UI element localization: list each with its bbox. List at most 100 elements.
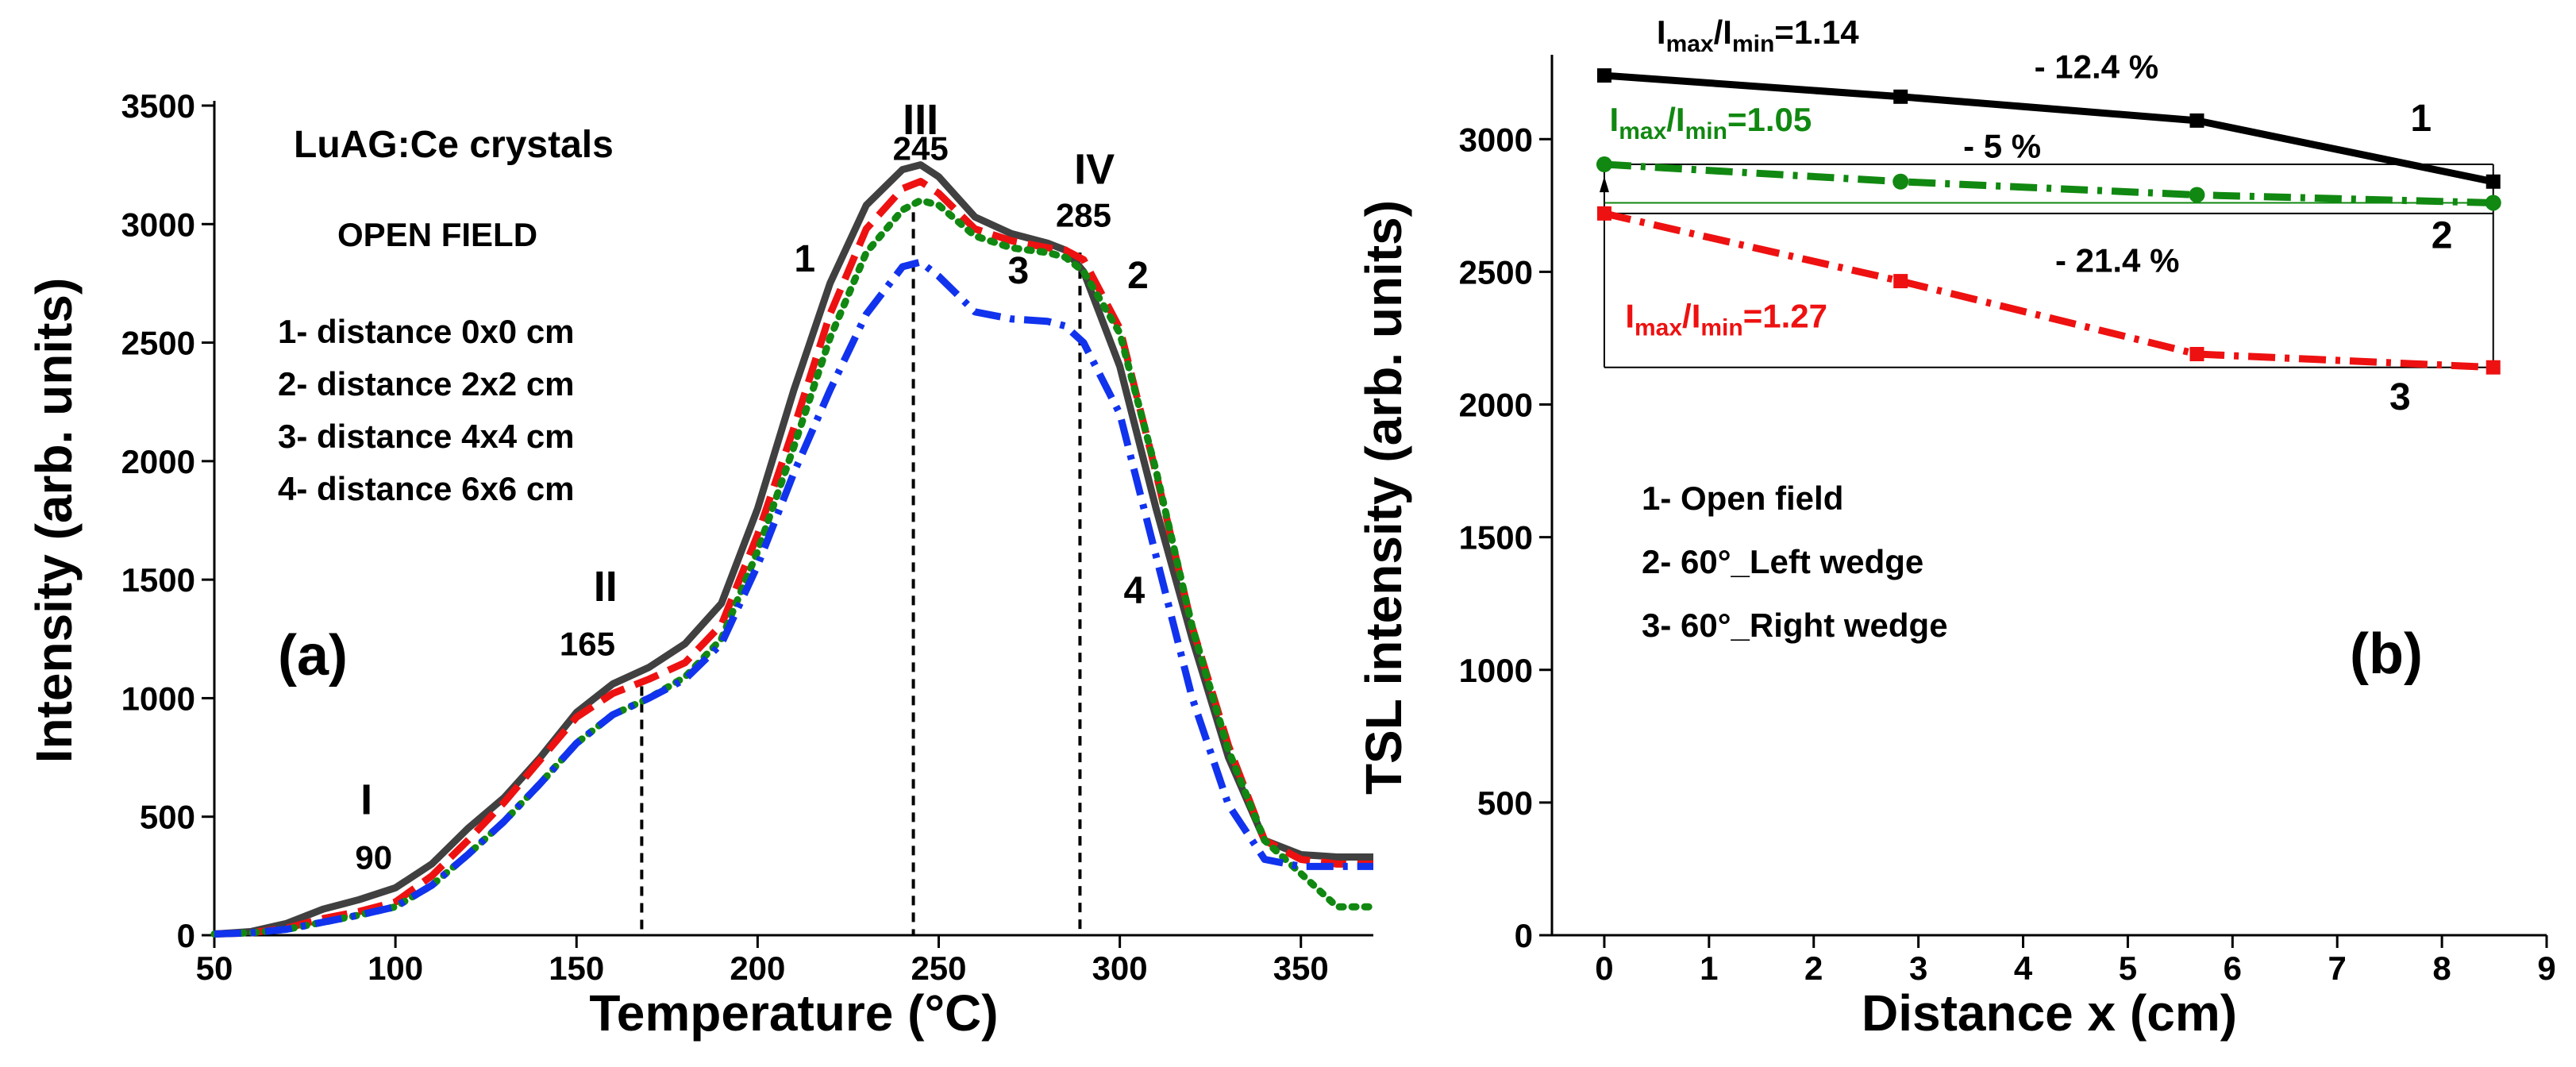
series-line-2 [1604,160,2493,206]
legend-entry-1: 1- distance 0x0 cm [278,313,575,350]
series-line-2 [214,178,1373,938]
x-tick-label: 2 [1804,950,1823,987]
curve-label-2: 2 [1127,255,1149,297]
y-tick-label: 3000 [121,206,195,243]
ratio-annotation-3: Imax/Imin=1.27 [1625,298,1827,341]
x-tick-label: 0 [1595,950,1613,987]
curve-label-3: 3 [1008,250,1030,292]
ratio-text: =1.27 [1743,298,1827,335]
y-axis-title: TSL intensity (arb. units) [1355,200,1412,795]
legend-entry-3: 3- 60°_Right wedge [1642,607,1948,644]
x-tick-label: 7 [2328,950,2347,987]
data-point-2 [1893,173,1909,190]
panel-a: 50 100 150 200 250 300 35005001000150020002500… [25,87,1377,1042]
x-tick-label: 250 [911,950,966,987]
y-tick-label: 0 [177,917,195,954]
x-tick-label: 50 [196,950,233,987]
annotation-subtitle: OPEN FIELD [337,216,537,253]
y-tick-label: 1500 [121,561,195,599]
ratio-text: I [1657,13,1666,51]
ratio-text: I [1625,298,1635,335]
y-tick-label: 1000 [121,680,195,717]
data-point-1 [2189,113,2204,128]
x-tick-label: 5 [2119,950,2137,987]
peak-label-roman: II [594,563,618,611]
percent-annotation-1: - 12.4 % [2035,48,2158,85]
x-tick-label: 9 [2537,950,2555,987]
panel-label-b: (b) [2350,622,2423,686]
y-tick-label: 2500 [1459,253,1533,291]
peak-label-temperature: 245 [893,130,949,168]
data-point-3 [1893,274,1908,289]
percent-annotation-2: - 5 % [1963,128,2041,165]
arrow-head [1599,176,1609,193]
y-tick-label: 3500 [121,87,195,125]
x-tick-label: 100 [368,950,423,987]
peak-label-temperature: 90 [355,838,392,876]
x-tick-label: 350 [1273,950,1329,987]
series-line-1 [214,161,1373,938]
ratio-subscript: min [1732,31,1774,57]
data-point-3 [2189,347,2204,362]
ratio-text: =1.05 [1727,101,1812,138]
legend-entry-1: 1- Open field [1642,480,1843,517]
legend-entry-4: 4- distance 6x6 cm [278,470,575,507]
curve-label-1: 1 [794,238,815,280]
curve-label-2: 2 [2432,214,2453,256]
y-tick-label: 2500 [121,325,195,362]
data-point-2 [2485,195,2501,211]
data-point-1 [2486,174,2501,189]
curve-label-3: 3 [2389,376,2411,418]
x-tick-label: 1 [1700,950,1718,987]
legend-entry-2: 2- 60°_Left wedge [1642,543,1923,580]
ratio-text: =1.14 [1774,13,1859,51]
x-axis-title: Distance x (cm) [1862,984,2237,1042]
y-axis-title: Intensity (arb. units) [25,278,83,764]
x-tick-label: 3 [1909,950,1927,987]
x-tick-label: 4 [2014,950,2033,987]
ratio-annotation-1: Imax/Imin=1.14 [1657,13,1859,57]
percent-annotation-3: - 21.4 % [2055,241,2179,279]
series-line-4 [214,258,1373,938]
y-tick-label: 1000 [1459,652,1533,689]
ratio-text: /I [1666,101,1685,138]
ratio-annotation-2: Imax/Imin=1.05 [1610,101,1812,144]
legend-entry-3: 3- distance 4x4 cm [278,418,575,455]
x-tick-label: 150 [549,950,604,987]
ratio-subscript: max [1635,315,1682,341]
data-point-2 [1596,156,1612,173]
y-tick-label: 500 [140,799,195,836]
ratio-subscript: max [1619,118,1666,144]
ratio-subscript: max [1666,31,1714,57]
x-tick-label: 6 [2224,950,2242,987]
curve-label-4: 4 [1124,570,1146,612]
peak-label-temperature: 165 [560,626,615,663]
data-point-2 [2189,187,2205,203]
y-tick-label: 3000 [1459,121,1533,158]
data-point-3 [1596,206,1611,221]
ratio-subscript: min [1685,118,1727,144]
data-point-1 [1596,68,1611,83]
y-tick-label: 500 [1477,784,1533,822]
ratio-text: /I [1682,298,1700,335]
panel-b: 0 1 2 3 4 5 6 7 8 9 0 500 1000 1500 2000 2500 3000 Distan… [1355,13,2556,1042]
y-tick-label: 2000 [1459,387,1533,424]
x-tick-label: 8 [2432,950,2451,987]
series-line-3 [1603,210,2493,372]
y-tick-label: 1500 [1459,519,1533,557]
x-tick-label: 300 [1092,950,1148,987]
series-line-3 [210,196,1377,938]
data-point-3 [2486,360,2501,375]
ratio-subscript: min [1700,315,1742,341]
x-axis-title: Temperature (°C) [589,984,998,1042]
legend-entry-2: 2- distance 2x2 cm [278,365,575,403]
y-tick-label: 0 [1515,917,1533,954]
annotation-title: LuAG:Ce crystals [294,124,614,166]
peak-label-roman: I [360,776,372,824]
peak-label-roman: III [903,96,938,144]
peak-label-roman: IV [1074,146,1115,194]
series-line-1 [1604,71,2494,186]
x-tick-label: 200 [730,950,785,987]
